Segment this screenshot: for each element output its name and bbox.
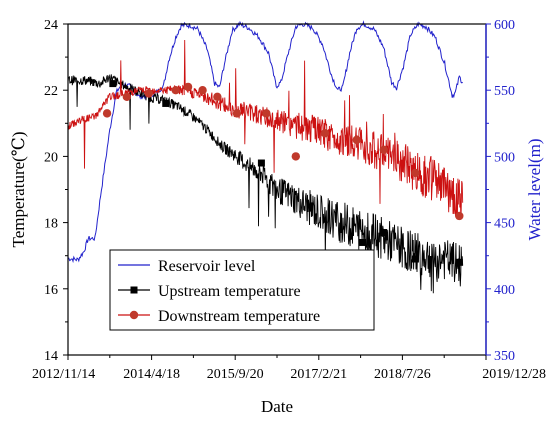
x-tick-label: 2017/2/21 (290, 367, 347, 382)
y-left-tick-label: 16 (44, 283, 58, 298)
downstream-marker (144, 89, 154, 98)
y-left-axis-title: Temperature(℃) (9, 132, 28, 248)
x-tick-label: 2014/4/18 (123, 367, 180, 382)
downstream-marker (379, 145, 388, 154)
x-tick-label: 2012/11/14 (32, 367, 95, 382)
legend: Reservoir level Upstream temperature Downs… (109, 249, 375, 331)
downstream-marker (291, 152, 301, 161)
downstream-marker (411, 168, 420, 178)
y-left-tick-label: 20 (44, 150, 58, 165)
y-left-tick-label: 18 (44, 217, 58, 232)
downstream-marker (352, 135, 361, 145)
upstream-marker (411, 255, 419, 263)
downstream-marker (122, 92, 132, 102)
legend-label: Reservoir level (158, 258, 256, 275)
upstream-marker (162, 99, 170, 107)
downstream-marker (102, 109, 112, 118)
y-left-tick-label: 24 (44, 18, 58, 33)
upstream-marker (380, 229, 388, 237)
y-left-tick-label: 22 (44, 84, 58, 99)
y-right-tick-label: 450 (494, 217, 515, 232)
upstream-marker (455, 258, 463, 266)
legend-swatch-circle (129, 310, 139, 320)
y-left-tick-label: 14 (44, 349, 58, 364)
x-tick-label: 2018/7/26 (374, 367, 431, 382)
x-tick-label: 2015/9/20 (207, 367, 264, 382)
x-tick-label: 2019/12/28 (482, 367, 546, 382)
upstream-temperature-line (67, 74, 464, 294)
upstream-marker (257, 159, 265, 167)
y-right-tick-label: 600 (494, 18, 515, 33)
y-right-tick-label: 350 (494, 349, 515, 364)
y-right-tick-label: 400 (494, 283, 515, 298)
y-right-tick-label: 500 (494, 150, 515, 165)
legend-label: Downstream temperature (158, 308, 320, 325)
downstream-temperature-line (67, 39, 464, 220)
downstream-marker (262, 109, 271, 118)
downstream-marker (320, 129, 330, 138)
reservoir-level-line (67, 20, 463, 264)
plot-area (67, 20, 464, 294)
upstream-marker (359, 238, 367, 246)
downstream-marker (232, 109, 242, 118)
axes: 2012/11/14 2014/4/18 2015/9/20 2017/2/21 201… (9, 18, 546, 416)
downstream-marker (213, 92, 222, 102)
upstream-marker (109, 80, 117, 88)
downstream-marker (198, 86, 207, 95)
x-axis-title: Date (261, 397, 293, 416)
legend-box (109, 249, 375, 331)
legend-label: Upstream temperature (158, 283, 301, 300)
downstream-marker (455, 211, 464, 221)
y-right-axis-title: Water level(m) (525, 139, 544, 241)
y-right-tick-label: 550 (494, 84, 515, 99)
downstream-marker (171, 86, 180, 95)
downstream-marker (183, 82, 193, 92)
legend-swatch-square (130, 286, 138, 294)
